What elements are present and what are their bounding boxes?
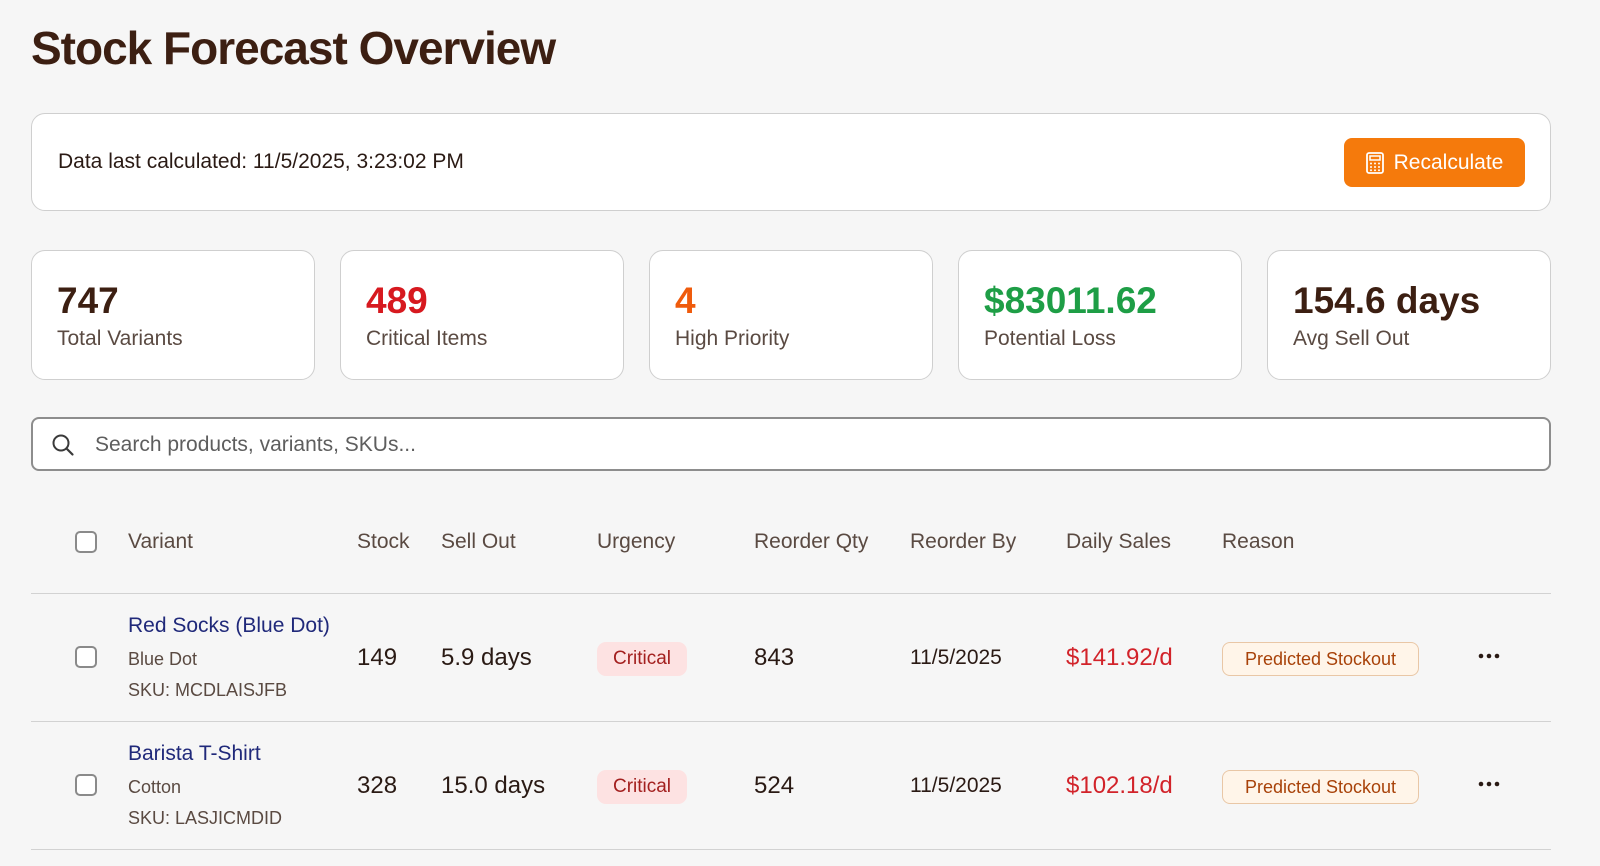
more-horizontal-icon	[1478, 646, 1500, 664]
reorder-qty-value: 843	[754, 644, 795, 671]
search-icon	[51, 433, 75, 462]
select-all-checkbox[interactable]	[75, 531, 97, 553]
variant-sku: SKU: LASJICMDID	[128, 808, 283, 828]
search-input[interactable]	[93, 419, 1517, 471]
stock-value: 328	[357, 772, 398, 799]
search-box	[31, 417, 1551, 471]
reason-badge: Predicted Stockout	[1222, 770, 1419, 804]
stat-label: Total Variants	[57, 327, 183, 350]
stat-label: High Priority	[675, 327, 790, 350]
stat-value: $83011.62	[984, 280, 1157, 321]
stat-value: 747	[57, 280, 119, 321]
stock-value: 149	[357, 644, 398, 671]
stat-card-potential-loss: $83011.62 Potential Loss	[958, 250, 1242, 380]
more-actions-button[interactable]	[1472, 640, 1506, 670]
calculator-icon	[1365, 151, 1384, 174]
column-header-variant[interactable]: Variant	[128, 530, 193, 553]
variant-option: Cotton	[128, 777, 182, 797]
daily-sales-value: $102.18/d	[1066, 772, 1173, 799]
recalculate-label: Recalculate	[1393, 150, 1504, 174]
stat-card-total-variants: 747 Total Variants	[31, 250, 315, 380]
reorder-by-value: 11/5/2025	[910, 646, 1002, 669]
stat-value: 154.6 days	[1293, 280, 1481, 321]
table-row: Barista T-Shirt Cotton SKU: LASJICMDID 3…	[0, 722, 1600, 850]
stat-value: 489	[366, 280, 428, 321]
stat-label: Avg Sell Out	[1293, 327, 1410, 350]
sell-out-value: 15.0 days	[441, 772, 546, 799]
variant-name-link[interactable]: Barista T-Shirt	[128, 742, 261, 765]
calculation-status-bar: Data last calculated: 11/5/2025, 3:23:02…	[31, 113, 1551, 211]
row-checkbox[interactable]	[75, 774, 97, 796]
last-calculated-text: Data last calculated: 11/5/2025, 3:23:02…	[58, 150, 464, 173]
reorder-by-value: 11/5/2025	[910, 774, 1002, 797]
column-header-reorder-qty[interactable]: Reorder Qty	[754, 530, 869, 553]
sell-out-value: 5.9 days	[441, 644, 532, 671]
variant-option: Blue Dot	[128, 649, 198, 669]
urgency-badge: Critical	[597, 770, 687, 804]
divider	[31, 593, 1551, 594]
urgency-badge: Critical	[597, 642, 687, 676]
stat-card-critical-items: 489 Critical Items	[340, 250, 624, 380]
stat-card-high-priority: 4 High Priority	[649, 250, 933, 380]
variant-sku: SKU: MCDLAISJFB	[128, 680, 288, 700]
table-row: Red Socks (Blue Dot) Blue Dot SKU: MCDLA…	[0, 594, 1600, 722]
column-header-stock[interactable]: Stock	[357, 530, 410, 553]
more-actions-button[interactable]	[1472, 768, 1506, 798]
variant-name-link[interactable]: Red Socks (Blue Dot)	[128, 614, 330, 637]
page-title: Stock Forecast Overview	[31, 22, 556, 74]
column-header-sell-out[interactable]: Sell Out	[441, 530, 516, 553]
stat-label: Potential Loss	[984, 327, 1116, 350]
stat-value: 4	[675, 280, 696, 321]
stat-label: Critical Items	[366, 327, 488, 350]
column-header-reorder-by[interactable]: Reorder By	[910, 530, 1017, 553]
row-checkbox[interactable]	[75, 646, 97, 668]
recalculate-button[interactable]: Recalculate	[1344, 138, 1525, 187]
divider	[31, 721, 1551, 722]
column-header-reason[interactable]: Reason	[1222, 530, 1295, 553]
daily-sales-value: $141.92/d	[1066, 644, 1173, 671]
reason-badge: Predicted Stockout	[1222, 642, 1419, 676]
stat-card-avg-sell-out: 154.6 days Avg Sell Out	[1267, 250, 1551, 380]
divider	[31, 849, 1551, 850]
reorder-qty-value: 524	[754, 772, 795, 799]
column-header-urgency[interactable]: Urgency	[597, 530, 676, 553]
column-header-daily-sales[interactable]: Daily Sales	[1066, 530, 1172, 553]
more-horizontal-icon	[1478, 774, 1500, 792]
